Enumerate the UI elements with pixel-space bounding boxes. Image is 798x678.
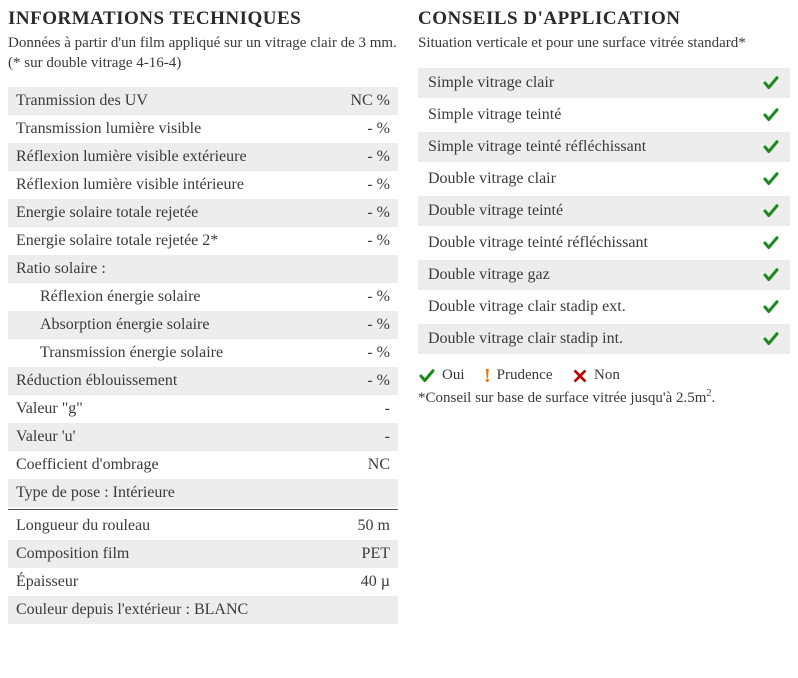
tech-row: Coefficient d'ombrage NC bbox=[8, 451, 398, 479]
tech-row: Réflexion énergie solaire - % bbox=[8, 283, 398, 311]
app-row-label: Double vitrage clair bbox=[428, 170, 556, 188]
tech-row: Energie solaire totale rejetée 2* - % bbox=[8, 227, 398, 255]
check-icon bbox=[762, 74, 780, 92]
app-row: Double vitrage clair stadip int. bbox=[418, 324, 790, 354]
tech-row-value: - % bbox=[367, 120, 390, 138]
application-advice-column: CONSEILS D'APPLICATION Situation vertica… bbox=[418, 8, 790, 624]
check-icon bbox=[418, 367, 436, 385]
app-row-label: Simple vitrage clair bbox=[428, 74, 554, 92]
tech-row-value: NC bbox=[368, 456, 390, 474]
tech-row-value: PET bbox=[362, 545, 390, 563]
tech-row: Tranmission des UV NC % bbox=[8, 87, 398, 115]
tech-row-label: Valeur "g" bbox=[16, 400, 83, 418]
tech-row-value: - % bbox=[367, 372, 390, 390]
check-icon bbox=[762, 170, 780, 188]
tech-row-label: Épaisseur bbox=[16, 573, 78, 591]
tech-row-label: Réflexion lumière visible extérieure bbox=[16, 148, 247, 166]
tech-row-label: Réflexion énergie solaire bbox=[16, 288, 201, 306]
tech-row-label: Composition film bbox=[16, 545, 129, 563]
tech-row: Ratio solaire : bbox=[8, 255, 398, 283]
tech-row: Type de pose : Intérieure bbox=[8, 479, 398, 507]
app-subtitle: Situation verticale et pour une surface … bbox=[418, 34, 790, 54]
tech-row-value: - bbox=[385, 428, 390, 446]
warning-icon: ! bbox=[484, 366, 491, 386]
tech-row-value: - % bbox=[367, 316, 390, 334]
tech-row: Absorption énergie solaire - % bbox=[8, 311, 398, 339]
app-row: Double vitrage teinté réfléchissant bbox=[418, 228, 790, 258]
tech-row: Réflexion lumière visible extérieure - % bbox=[8, 143, 398, 171]
technical-info-column: INFORMATIONS TECHNIQUES Données à partir… bbox=[8, 8, 398, 624]
tech-row-value: NC % bbox=[350, 92, 390, 110]
tech-table-1: Tranmission des UV NC % Transmission lumiè… bbox=[8, 87, 398, 507]
cross-icon bbox=[572, 368, 588, 384]
tech-row: Longueur du rouleau 50 m bbox=[8, 512, 398, 540]
tech-title: INFORMATIONS TECHNIQUES bbox=[8, 8, 398, 30]
app-row: Simple vitrage teinté bbox=[418, 100, 790, 130]
app-row-label: Double vitrage clair stadip ext. bbox=[428, 298, 626, 316]
tech-row-value: - bbox=[385, 400, 390, 418]
tech-row: Composition film PET bbox=[8, 540, 398, 568]
tech-row: Couleur depuis l'extérieur : BLANC bbox=[8, 596, 398, 624]
tech-row-value: - % bbox=[367, 232, 390, 250]
tech-row-value: - % bbox=[367, 176, 390, 194]
app-row: Double vitrage clair stadip ext. bbox=[418, 292, 790, 322]
tech-separator bbox=[8, 509, 398, 510]
check-icon bbox=[762, 298, 780, 316]
tech-row-label: Ratio solaire : bbox=[16, 260, 106, 278]
legend-no-label: Non bbox=[594, 367, 620, 384]
tech-row-label: Absorption énergie solaire bbox=[16, 316, 209, 334]
check-icon bbox=[762, 138, 780, 156]
app-row-label: Simple vitrage teinté réfléchissant bbox=[428, 138, 646, 156]
legend-note: *Conseil sur base de surface vitrée jusq… bbox=[418, 388, 790, 407]
tech-row-value: - % bbox=[367, 288, 390, 306]
app-table: Simple vitrage clair Simple vitrage teint… bbox=[418, 68, 790, 354]
tech-row: Réflexion lumière visible intérieure - % bbox=[8, 171, 398, 199]
tech-row-value: - % bbox=[367, 148, 390, 166]
app-row-label: Double vitrage clair stadip int. bbox=[428, 330, 623, 348]
check-icon bbox=[762, 106, 780, 124]
app-row: Simple vitrage teinté réfléchissant bbox=[418, 132, 790, 162]
legend-warn-label: Prudence bbox=[497, 367, 553, 384]
app-row: Simple vitrage clair bbox=[418, 68, 790, 98]
tech-row-label: Coefficient d'ombrage bbox=[16, 456, 159, 474]
tech-row-label: Tranmission des UV bbox=[16, 92, 148, 110]
app-row-label: Simple vitrage teinté bbox=[428, 106, 561, 124]
app-row-label: Double vitrage gaz bbox=[428, 266, 550, 284]
check-icon bbox=[762, 202, 780, 220]
tech-row-label: Valeur 'u' bbox=[16, 428, 76, 446]
tech-row-label: Energie solaire totale rejetée 2* bbox=[16, 232, 218, 250]
tech-table-2: Longueur du rouleau 50 m Composition film P… bbox=[8, 512, 398, 624]
legend: Oui ! Prudence Non *Conseil sur base de … bbox=[418, 366, 790, 407]
tech-row: Valeur 'u' - bbox=[8, 423, 398, 451]
tech-row: Valeur "g" - bbox=[8, 395, 398, 423]
tech-row-value: - % bbox=[367, 204, 390, 222]
tech-row-label: Réduction éblouissement bbox=[16, 372, 177, 390]
tech-row-label: Energie solaire totale rejetée bbox=[16, 204, 198, 222]
legend-yes-label: Oui bbox=[442, 367, 465, 384]
tech-row-value: - % bbox=[367, 344, 390, 362]
tech-row: Réduction éblouissement - % bbox=[8, 367, 398, 395]
tech-row-label: Couleur depuis l'extérieur : BLANC bbox=[16, 601, 248, 619]
app-row-label: Double vitrage teinté réfléchissant bbox=[428, 234, 648, 252]
check-icon bbox=[762, 266, 780, 284]
tech-row: Transmission lumière visible - % bbox=[8, 115, 398, 143]
tech-row: Transmission énergie solaire - % bbox=[8, 339, 398, 367]
tech-subtitle: Données à partir d'un film appliqué sur … bbox=[8, 34, 398, 73]
check-icon bbox=[762, 330, 780, 348]
check-icon bbox=[762, 234, 780, 252]
tech-row-label: Longueur du rouleau bbox=[16, 517, 150, 535]
tech-row-label: Type de pose : Intérieure bbox=[16, 484, 175, 502]
app-row: Double vitrage clair bbox=[418, 164, 790, 194]
tech-row-label: Réflexion lumière visible intérieure bbox=[16, 176, 244, 194]
tech-row-label: Transmission énergie solaire bbox=[16, 344, 223, 362]
app-row: Double vitrage teinté bbox=[418, 196, 790, 226]
tech-row-value: 50 m bbox=[358, 517, 390, 535]
app-row: Double vitrage gaz bbox=[418, 260, 790, 290]
tech-row-value: 40 µ bbox=[361, 573, 390, 591]
tech-row: Energie solaire totale rejetée - % bbox=[8, 199, 398, 227]
tech-row: Épaisseur 40 µ bbox=[8, 568, 398, 596]
app-title: CONSEILS D'APPLICATION bbox=[418, 8, 790, 30]
tech-row-label: Transmission lumière visible bbox=[16, 120, 201, 138]
app-row-label: Double vitrage teinté bbox=[428, 202, 563, 220]
